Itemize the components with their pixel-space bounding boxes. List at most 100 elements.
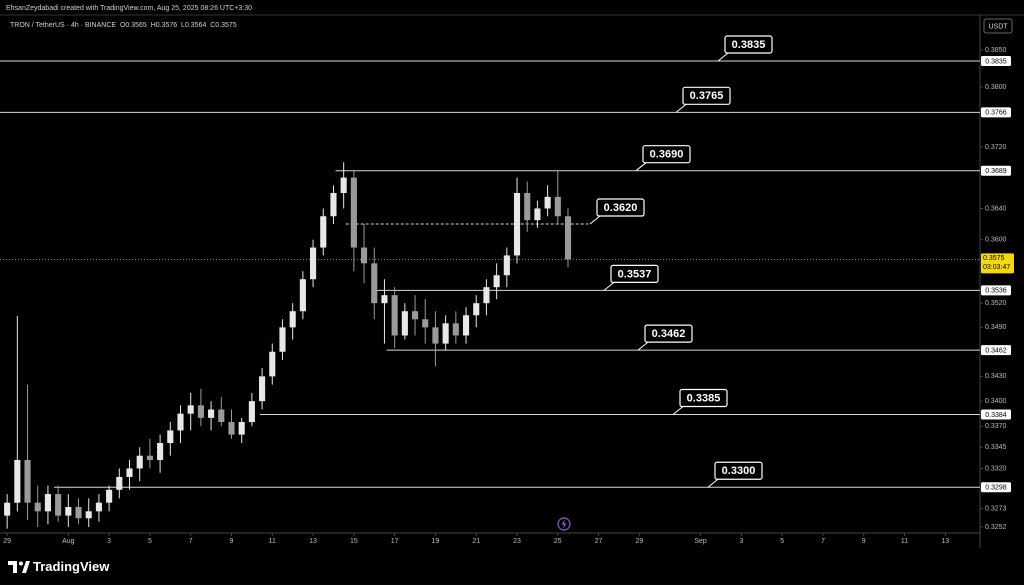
candle-body — [136, 455, 143, 469]
candle-body — [44, 494, 51, 512]
y-tick-label: 0.3850 — [985, 47, 1007, 54]
candle-body — [228, 422, 235, 435]
candle-body — [269, 351, 276, 377]
candle-body — [14, 459, 21, 503]
candle-body — [167, 430, 174, 444]
callout-pointer — [672, 406, 684, 415]
brand-logo — [8, 561, 30, 573]
logo-part — [8, 561, 17, 573]
event-icon[interactable] — [557, 517, 571, 531]
candle-body — [544, 196, 551, 209]
candle-body — [493, 275, 500, 288]
event-bolt — [561, 519, 567, 529]
y-tick-label: 0.3252 — [985, 524, 1007, 531]
level-tag — [981, 285, 1011, 296]
y-tick-label: 0.3345 — [985, 444, 1007, 451]
candle-body — [299, 279, 306, 312]
x-tick-label: 21 — [472, 538, 480, 545]
currency-box — [983, 18, 1013, 34]
candle-body — [106, 489, 113, 503]
x-tick-label: 5 — [148, 538, 152, 545]
candle-body — [513, 192, 521, 256]
x-tick-label: 7 — [821, 538, 825, 545]
last-price-tag — [981, 253, 1014, 274]
callout-pointer — [603, 281, 615, 291]
candle-body — [289, 311, 296, 328]
candle-body — [116, 476, 123, 490]
level-tag — [981, 107, 1011, 118]
logo-part — [19, 561, 23, 566]
level-tag-label: 0.3689 — [985, 168, 1007, 175]
candle-body — [554, 196, 561, 217]
callout-pointer — [707, 478, 719, 488]
x-tick-label: 11 — [901, 538, 908, 545]
candle-body — [391, 295, 398, 336]
logo-part — [22, 561, 30, 573]
callout-label: 0.3690 — [650, 149, 684, 161]
candle-body — [473, 303, 480, 316]
x-tick-label: 11 — [269, 538, 276, 545]
last-price-label: 0.3575 — [983, 255, 1005, 262]
candle-body — [350, 177, 357, 248]
level-tag — [981, 409, 1011, 420]
candle-body — [330, 192, 337, 217]
x-tick-label: 3 — [107, 538, 111, 545]
x-tick-label: 3 — [739, 538, 743, 545]
x-tick-label: 27 — [595, 538, 603, 545]
y-tick-label: 0.3800 — [985, 84, 1007, 91]
candle-body — [524, 192, 531, 221]
level-tag-label: 0.3298 — [985, 485, 1007, 492]
y-tick-label: 0.3273 — [985, 506, 1007, 513]
level-tag-label: 0.3536 — [985, 288, 1007, 295]
x-tick-label: 13 — [309, 538, 317, 545]
y-tick-label: 0.3370 — [985, 423, 1007, 430]
callout-box — [724, 35, 773, 54]
level-tag-label: 0.3835 — [985, 58, 1007, 65]
candle-body — [279, 327, 286, 352]
callout-label: 0.3765 — [690, 90, 724, 102]
candle-body — [157, 443, 164, 460]
level-tag — [981, 165, 1011, 176]
y-tick-label: 0.3400 — [985, 398, 1007, 405]
candle-body — [259, 376, 266, 402]
candle-body — [238, 422, 245, 435]
candle-body — [95, 502, 102, 512]
candle-body — [534, 208, 541, 221]
callout-pointer — [675, 103, 687, 113]
callout-box — [596, 198, 645, 217]
candle-body — [462, 315, 470, 336]
candle-body — [483, 287, 490, 304]
candle-body — [564, 216, 572, 260]
header: EhsanZeydabadi created with TradingView.… — [6, 5, 252, 12]
candle-body — [75, 507, 82, 519]
candle-body — [432, 327, 439, 344]
candle-body — [371, 263, 378, 304]
candle-body — [24, 459, 31, 503]
y-tick-label: 0.3600 — [985, 237, 1007, 244]
y-tick-label: 0.3520 — [985, 300, 1007, 307]
candle-body — [197, 405, 204, 418]
callout-label: 0.3835 — [732, 39, 766, 51]
level-tag — [981, 345, 1011, 356]
y-tick-label: 0.3430 — [985, 373, 1007, 380]
y-tick-label: 0.3640 — [985, 205, 1007, 212]
candle-body — [187, 405, 194, 414]
candle-body — [34, 502, 41, 512]
callout-pointer — [637, 341, 649, 351]
candle-body — [310, 247, 317, 280]
callout-label: 0.3385 — [687, 392, 721, 404]
callout-box — [642, 145, 691, 164]
callout-box — [682, 86, 731, 105]
x-tick-label: Sep — [694, 538, 707, 545]
x-tick-label: 25 — [554, 538, 562, 545]
candle-body — [218, 409, 225, 423]
countdown: 03:03:47 — [983, 264, 1010, 271]
y-tick-label: 0.3490 — [985, 324, 1007, 331]
candle-body — [411, 311, 419, 320]
symbol-title: TRON / TetherUS · 4h · BINANCE O0.3565 H… — [10, 22, 237, 29]
x-tick-label: Aug — [62, 538, 75, 545]
x-tick-label: 9 — [862, 538, 866, 545]
x-tick-label: 17 — [391, 538, 399, 545]
